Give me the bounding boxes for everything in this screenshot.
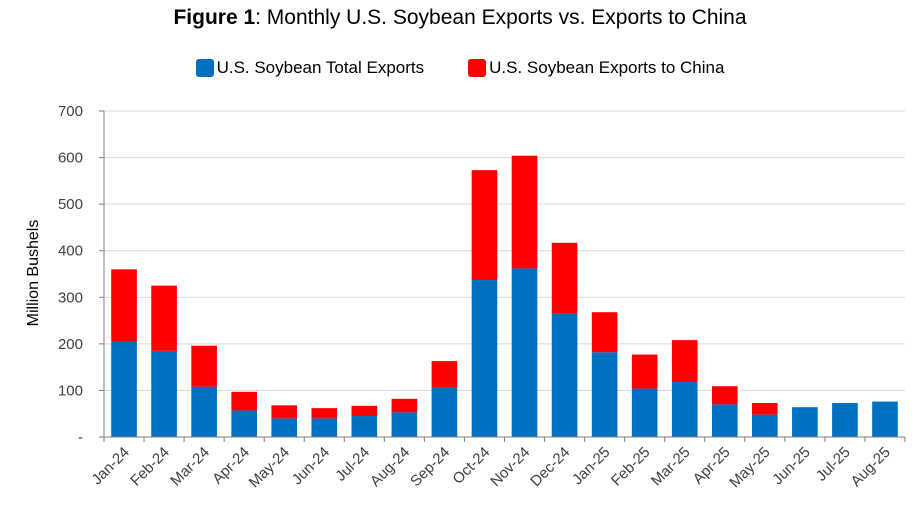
bar-total-exports xyxy=(271,418,298,437)
x-tick-label: Feb-24 xyxy=(127,444,173,490)
bar-china-exports xyxy=(711,386,738,405)
x-tick-label: Mar-25 xyxy=(648,444,694,490)
bar-china-exports xyxy=(752,403,778,415)
bar-china-exports xyxy=(591,312,618,353)
bar-total-exports xyxy=(591,352,618,437)
bar-china-exports xyxy=(551,242,578,314)
bar-china-exports xyxy=(511,155,538,269)
x-tick-label: Aug-25 xyxy=(848,444,894,490)
y-tick-label: 500 xyxy=(58,196,83,213)
chart-legend: U.S. Soybean Total Exports U.S. Soybean … xyxy=(0,58,920,78)
bars xyxy=(111,155,898,437)
y-axis-ticks: - 100 200 300 400 500 600 700 xyxy=(58,103,104,446)
bar-total-exports xyxy=(671,382,698,437)
legend-label-china: U.S. Soybean Exports to China xyxy=(489,58,725,77)
bar-total-exports xyxy=(872,401,898,437)
y-tick-label: 100 xyxy=(58,382,83,399)
bar-total-exports xyxy=(631,388,658,437)
bar-total-exports xyxy=(111,341,137,437)
legend-item-china: U.S. Soybean Exports to China xyxy=(468,58,724,78)
bar-total-exports xyxy=(391,412,418,437)
y-tick-label: 400 xyxy=(58,243,83,260)
bar-china-exports xyxy=(671,340,698,383)
bar-total-exports xyxy=(431,387,458,437)
y-tick-label: 700 xyxy=(58,103,83,120)
bar-china-exports xyxy=(351,405,378,417)
bar-total-exports xyxy=(551,313,578,437)
bar-china-exports xyxy=(191,345,217,387)
chart-title: Figure 1: Monthly U.S. Soybean Exports v… xyxy=(0,6,920,30)
bar-china-exports xyxy=(151,285,177,351)
legend-swatch-total xyxy=(195,59,214,77)
bar-total-exports xyxy=(471,280,498,437)
bar-china-exports xyxy=(471,170,498,281)
x-tick-label: May-24 xyxy=(246,444,293,491)
y-tick-label: 600 xyxy=(58,150,83,167)
grid-lines xyxy=(104,110,905,391)
x-tick-label: Sep-24 xyxy=(407,444,453,490)
bar-china-exports xyxy=(271,405,298,419)
y-tick-label: - xyxy=(78,429,83,446)
bar-total-exports xyxy=(311,418,338,437)
x-tick-label: Nov-24 xyxy=(487,444,533,490)
bar-china-exports xyxy=(111,269,137,342)
chart-title-figure-label: Figure 1 xyxy=(173,6,256,29)
bar-total-exports xyxy=(832,403,858,437)
bar-total-exports xyxy=(511,268,538,437)
bar-total-exports xyxy=(752,414,778,437)
y-tick-label: 200 xyxy=(58,336,83,353)
legend-label-total: U.S. Soybean Total Exports xyxy=(216,58,425,77)
x-tick-label: Mar-24 xyxy=(167,444,213,490)
x-tick-label: Aug-24 xyxy=(367,444,413,490)
bar-total-exports xyxy=(191,386,217,437)
bar-china-exports xyxy=(231,391,257,411)
x-tick-label: Jun-25 xyxy=(769,444,813,488)
bar-china-exports xyxy=(311,408,338,419)
bar-total-exports xyxy=(151,350,177,437)
y-tick-label: 300 xyxy=(58,289,83,306)
bar-total-exports xyxy=(792,407,818,437)
x-tick-label: Jun-24 xyxy=(289,444,333,488)
bar-total-exports xyxy=(711,404,738,437)
legend-swatch-china xyxy=(468,59,487,77)
x-tick-label: Dec-24 xyxy=(527,444,573,490)
x-tick-label: May-25 xyxy=(726,444,773,491)
x-tick-label: Feb-25 xyxy=(608,444,654,490)
x-tick-label: Oct-24 xyxy=(449,444,493,488)
bar-total-exports xyxy=(351,416,378,437)
bar-total-exports xyxy=(231,410,257,437)
bar-china-exports xyxy=(631,354,658,389)
chart-title-text: : Monthly U.S. Soybean Exports vs. Expor… xyxy=(255,6,747,29)
bar-china-exports xyxy=(391,398,418,413)
bar-china-exports xyxy=(431,361,458,388)
x-tick-label: Jan-25 xyxy=(569,444,613,488)
legend-item-total: U.S. Soybean Total Exports xyxy=(195,58,425,78)
x-tick-label: Jan-24 xyxy=(88,444,132,488)
y-axis-label: Million Bushels xyxy=(25,220,42,327)
